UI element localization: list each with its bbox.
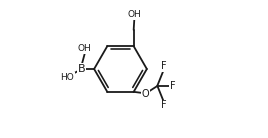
Text: F: F <box>170 81 175 91</box>
Text: B: B <box>77 64 85 74</box>
Text: OH: OH <box>128 10 141 19</box>
Text: F: F <box>161 61 167 71</box>
Text: OH: OH <box>78 44 91 54</box>
Text: O: O <box>141 89 149 99</box>
Text: HO: HO <box>60 73 74 82</box>
Text: F: F <box>161 100 167 110</box>
